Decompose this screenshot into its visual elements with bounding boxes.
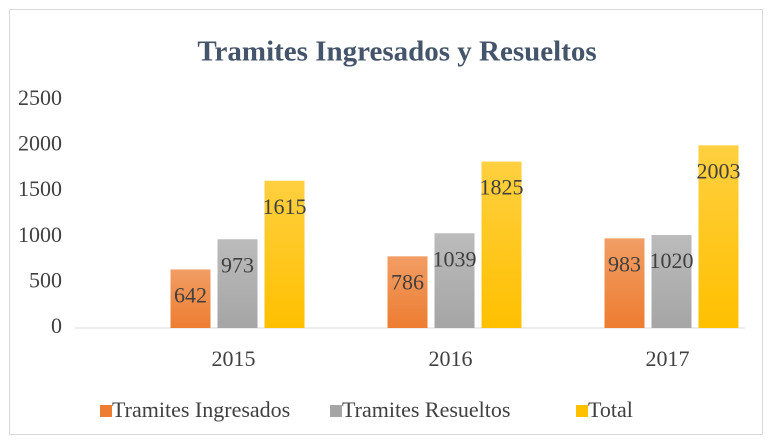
- y-tick-label: 1000: [18, 222, 62, 247]
- x-tick-label: 2017: [646, 346, 690, 371]
- y-tick-label: 0: [51, 313, 62, 338]
- data-label: 1039: [433, 246, 477, 271]
- y-tick-label: 500: [29, 267, 62, 292]
- bar: [217, 239, 258, 328]
- legend-label: Total: [588, 397, 633, 422]
- bar: [481, 161, 522, 328]
- data-label: 973: [221, 252, 254, 277]
- y-tick-label: 2500: [18, 85, 62, 110]
- bar: [264, 180, 305, 328]
- bar: [651, 234, 692, 328]
- data-label: 786: [391, 269, 424, 294]
- data-label: 983: [608, 251, 641, 276]
- bar: [604, 238, 645, 328]
- x-tick-label: 2016: [429, 346, 473, 371]
- x-tick-label: 2015: [212, 346, 256, 371]
- chart-border: [9, 9, 763, 435]
- data-label: 2003: [697, 158, 741, 183]
- legend-swatch: [100, 405, 112, 417]
- bar: [387, 256, 428, 328]
- data-label: 642: [174, 282, 207, 307]
- bar: [434, 233, 475, 328]
- bar: [698, 145, 739, 328]
- legend-label: Tramites Resueltos: [342, 397, 510, 422]
- bar: [170, 269, 211, 328]
- y-tick-label: 2000: [18, 131, 62, 156]
- legend-swatch: [330, 405, 342, 417]
- legend-label: Tramites Ingresados: [112, 397, 290, 422]
- data-label: 1825: [480, 175, 524, 200]
- chart-title: Tramites Ingresados y Resueltos: [197, 36, 596, 68]
- legend-swatch: [576, 405, 588, 417]
- y-tick-label: 1500: [18, 176, 62, 201]
- data-label: 1615: [263, 194, 307, 219]
- data-label: 1020: [650, 248, 694, 273]
